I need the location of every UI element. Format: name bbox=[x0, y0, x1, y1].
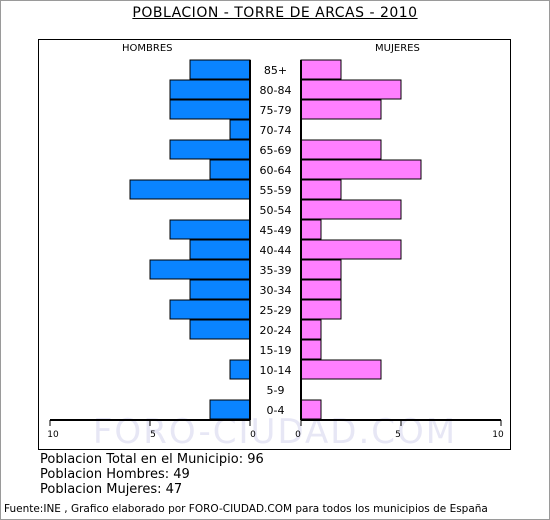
age-label-65-69: 65-69 bbox=[260, 144, 292, 157]
men-bar-20-24 bbox=[189, 319, 251, 340]
men-bar-60-64 bbox=[209, 159, 251, 180]
men-bar-45-49 bbox=[169, 219, 251, 240]
age-label-10-14: 10-14 bbox=[260, 364, 292, 377]
plot-area bbox=[38, 39, 511, 450]
men-bar-0-4 bbox=[209, 399, 251, 420]
age-label-40-44: 40-44 bbox=[260, 244, 292, 257]
men-bar-25-29 bbox=[169, 299, 251, 320]
chart-title: POBLACION - TORRE DE ARCAS - 2010 bbox=[0, 5, 550, 21]
age-label-85+: 85+ bbox=[264, 64, 287, 77]
men-side-label: HOMBRES bbox=[122, 43, 173, 54]
women-bar-60-64 bbox=[300, 159, 422, 180]
age-label-75-79: 75-79 bbox=[260, 104, 292, 117]
women-bar-75-79 bbox=[300, 99, 382, 120]
men-bar-30-34 bbox=[189, 279, 251, 300]
women-bar-85+ bbox=[300, 59, 342, 80]
women-x-tick-label-10: 10 bbox=[492, 430, 504, 440]
age-label-20-24: 20-24 bbox=[260, 324, 292, 337]
women-x-tick-label-5: 5 bbox=[395, 430, 401, 440]
age-label-5-9: 5-9 bbox=[267, 384, 285, 397]
women-bar-15-19 bbox=[300, 339, 322, 360]
age-label-55-59: 55-59 bbox=[260, 184, 292, 197]
men-bar-10-14 bbox=[229, 359, 251, 380]
age-label-60-64: 60-64 bbox=[260, 164, 292, 177]
women-bar-25-29 bbox=[300, 299, 342, 320]
women-bar-0-4 bbox=[300, 399, 322, 420]
women-bar-10-14 bbox=[300, 359, 382, 380]
women-bar-65-69 bbox=[300, 139, 382, 160]
women-bar-50-54 bbox=[300, 199, 402, 220]
men-bar-65-69 bbox=[169, 139, 251, 160]
women-bar-45-49 bbox=[300, 219, 322, 240]
men-population: Poblacion Hombres: 49 bbox=[40, 467, 190, 482]
men-bar-55-59 bbox=[129, 179, 251, 200]
chart-title-text: POBLACION - TORRE DE ARCAS - 2010 bbox=[132, 5, 418, 21]
age-label-45-49: 45-49 bbox=[260, 224, 292, 237]
men-bar-75-79 bbox=[169, 99, 251, 120]
men-bar-70-74 bbox=[229, 119, 251, 140]
men-x-tick-label-5: 5 bbox=[150, 430, 156, 440]
age-label-70-74: 70-74 bbox=[260, 124, 292, 137]
age-label-0-4: 0-4 bbox=[267, 404, 285, 417]
women-bar-35-39 bbox=[300, 259, 342, 280]
men-bar-80-84 bbox=[169, 79, 251, 100]
women-bar-55-59 bbox=[300, 179, 342, 200]
age-label-15-19: 15-19 bbox=[260, 344, 292, 357]
men-bar-35-39 bbox=[149, 259, 251, 280]
age-label-50-54: 50-54 bbox=[260, 204, 292, 217]
source-note: Fuente:INE , Grafico elaborado por FORO-… bbox=[4, 503, 488, 515]
women-bar-40-44 bbox=[300, 239, 402, 260]
men-bar-40-44 bbox=[189, 239, 251, 260]
women-bar-80-84 bbox=[300, 79, 402, 100]
men-x-tick-label-10: 10 bbox=[47, 430, 59, 440]
men-bar-85+ bbox=[189, 59, 251, 80]
age-label-25-29: 25-29 bbox=[260, 304, 292, 317]
age-label-80-84: 80-84 bbox=[260, 84, 292, 97]
women-x-tick-label-0: 0 bbox=[295, 430, 301, 440]
women-bar-20-24 bbox=[300, 319, 322, 340]
age-label-35-39: 35-39 bbox=[260, 264, 292, 277]
women-population: Poblacion Mujeres: 47 bbox=[40, 482, 183, 497]
men-x-tick-label-0: 0 bbox=[250, 430, 256, 440]
women-side-label: MUJERES bbox=[375, 43, 420, 54]
women-bar-30-34 bbox=[300, 279, 342, 300]
age-label-30-34: 30-34 bbox=[260, 284, 292, 297]
total-population: Poblacion Total en el Municipio: 96 bbox=[40, 452, 264, 467]
